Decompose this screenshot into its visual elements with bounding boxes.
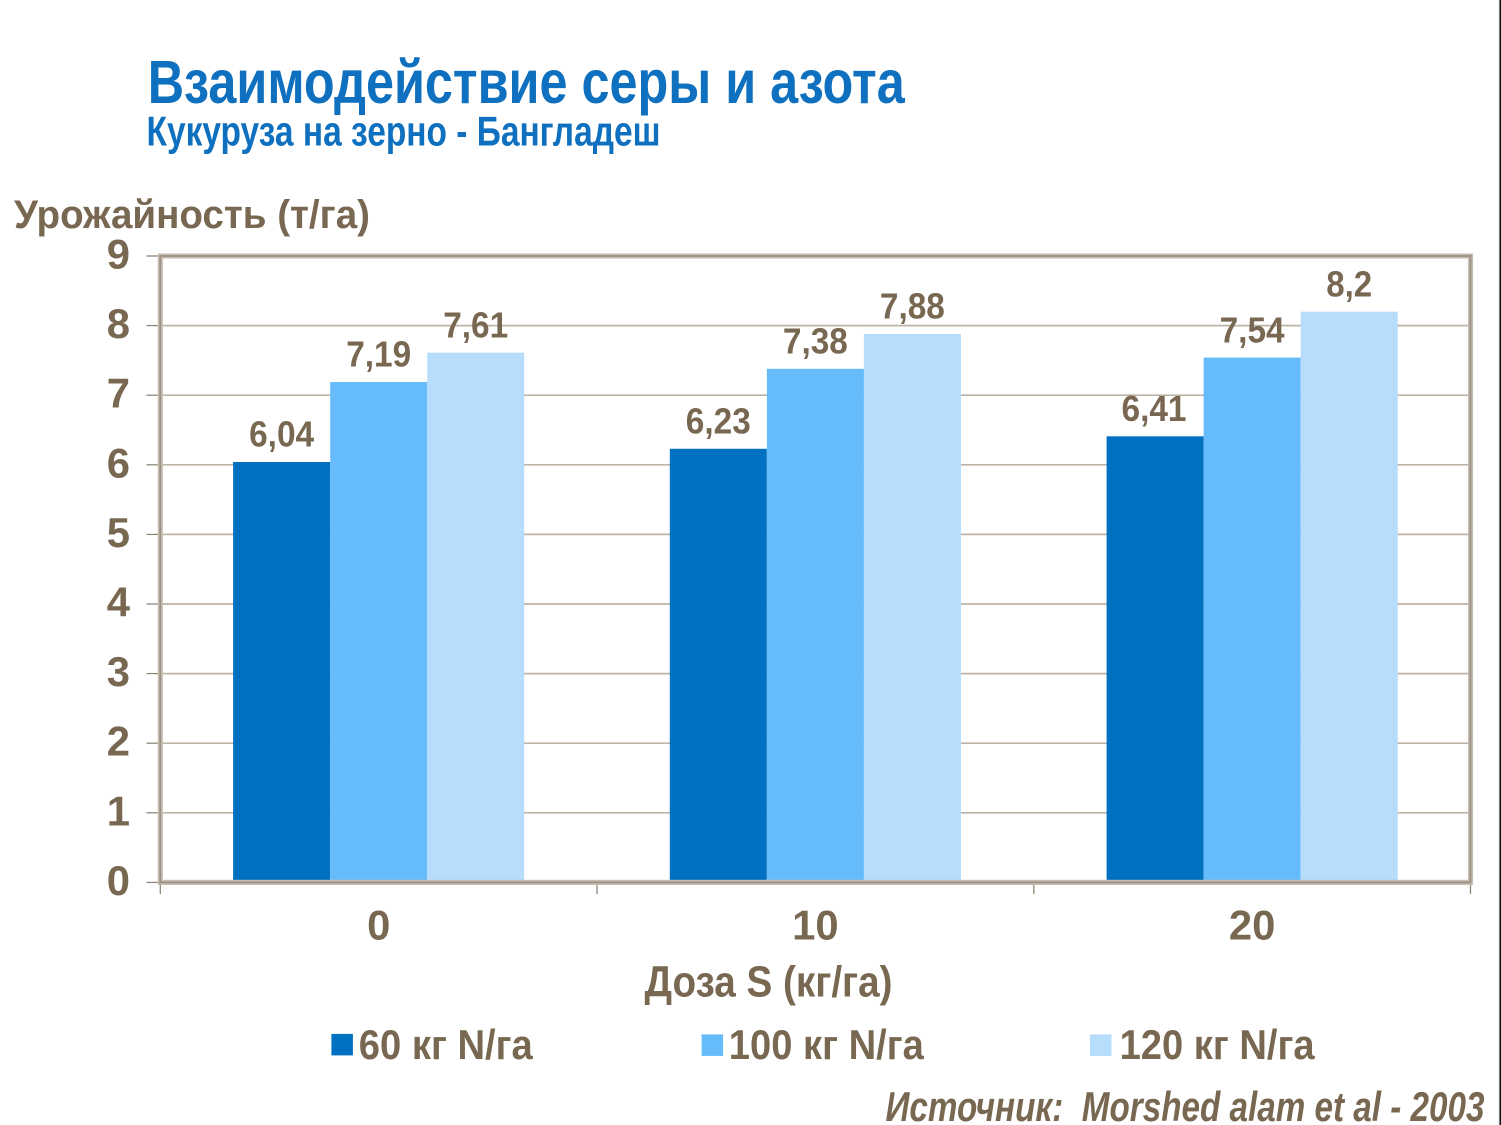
svg-text:Кукуруза на зерно - Бангладеш: Кукуруза на зерно - Бангладеш — [147, 107, 661, 154]
svg-text:8,2: 8,2 — [1326, 263, 1372, 304]
svg-text:0: 0 — [367, 902, 390, 949]
svg-text:2: 2 — [107, 718, 130, 765]
svg-text:5: 5 — [107, 509, 130, 556]
svg-text:7,19: 7,19 — [346, 334, 411, 375]
svg-text:Урожайность (т/га): Урожайность (т/га) — [14, 193, 370, 237]
svg-text:7,38: 7,38 — [783, 321, 848, 362]
svg-text:60 кг N/га: 60 кг N/га — [359, 1021, 534, 1068]
svg-text:Источник: Morshed alam et al: Источник: Morshed alam et al - 2003 — [886, 1083, 1485, 1125]
svg-text:6: 6 — [107, 439, 130, 486]
svg-text:1: 1 — [107, 787, 130, 834]
svg-text:6,04: 6,04 — [249, 414, 314, 455]
svg-text:7,61: 7,61 — [443, 304, 508, 345]
svg-text:Взаимодействие серы и азота: Взаимодействие серы и азота — [148, 48, 906, 117]
svg-text:20: 20 — [1229, 902, 1276, 949]
svg-text:4: 4 — [107, 579, 131, 626]
svg-text:8: 8 — [107, 300, 130, 347]
svg-text:6,23: 6,23 — [686, 401, 751, 442]
svg-text:120 кг N/га: 120 кг N/га — [1120, 1021, 1316, 1068]
svg-text:6,41: 6,41 — [1122, 388, 1187, 429]
svg-text:3: 3 — [107, 648, 130, 695]
svg-text:Доза S (кг/га): Доза S (кг/га) — [645, 959, 893, 1007]
svg-text:7,88: 7,88 — [880, 286, 945, 327]
svg-text:0: 0 — [107, 857, 130, 904]
svg-text:10: 10 — [792, 902, 839, 949]
svg-text:7,54: 7,54 — [1220, 309, 1285, 350]
svg-text:100 кг N/га: 100 кг N/га — [729, 1021, 925, 1068]
svg-text:7: 7 — [107, 370, 130, 417]
svg-text:9: 9 — [107, 231, 130, 278]
